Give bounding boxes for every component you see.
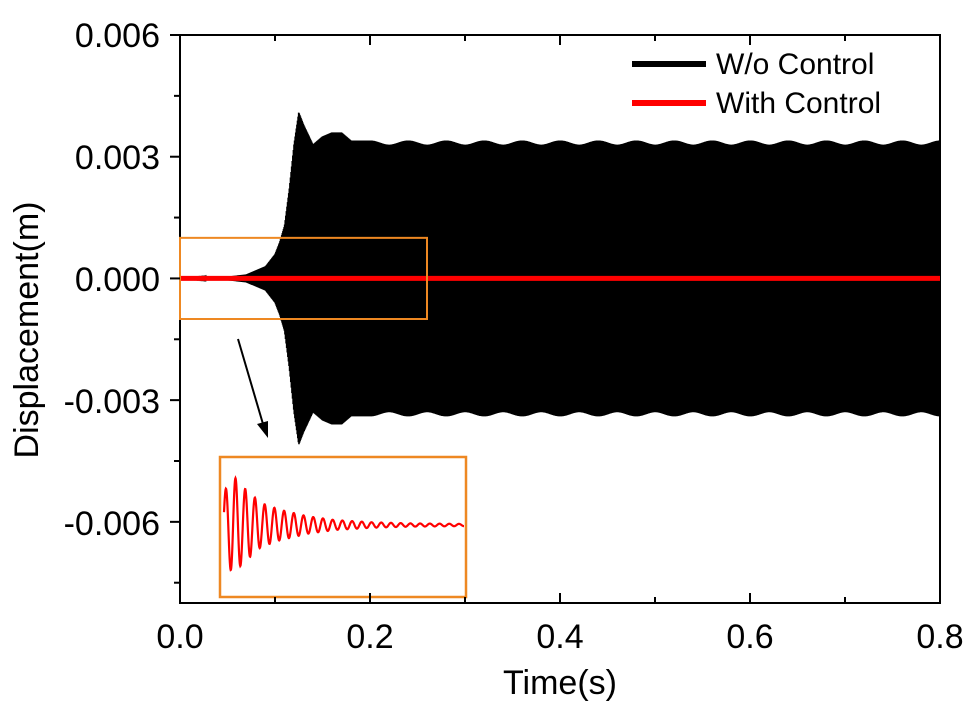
x-tick-label: 0.4 [536,618,583,656]
y-tick-label: 0.006 [75,17,160,55]
y-axis-title: Displacement(m) [8,202,46,459]
x-tick-label: 0.6 [726,618,773,656]
x-tick-labels: 0.0 0.2 0.4 0.6 0.8 [156,618,963,656]
inset-series-with-control [222,475,464,572]
y-tick-label: 0.000 [75,261,160,299]
axis-ticks [170,34,941,603]
zoom-arrow-line [237,338,264,425]
x-tick-label: 0.2 [346,618,393,656]
legend: W/o Control With Control [632,48,881,120]
y-tick-label: -0.006 [64,505,160,543]
legend-label-with-control: With Control [716,87,881,120]
inset [218,455,468,599]
series-without-control [180,112,941,445]
legend-label-without-control: W/o Control [716,48,874,81]
y-tick-labels: 0.006 0.003 0.000 -0.003 -0.006 [64,17,160,543]
x-tick-label: 0.8 [916,618,963,656]
series-line-without-control [180,112,941,445]
zoom-arrow-head [257,421,268,438]
y-tick-label: 0.003 [75,139,160,177]
y-tick-label: -0.003 [64,383,160,421]
x-axis-title: Time(s) [503,664,617,702]
x-tick-label: 0.0 [156,618,203,656]
